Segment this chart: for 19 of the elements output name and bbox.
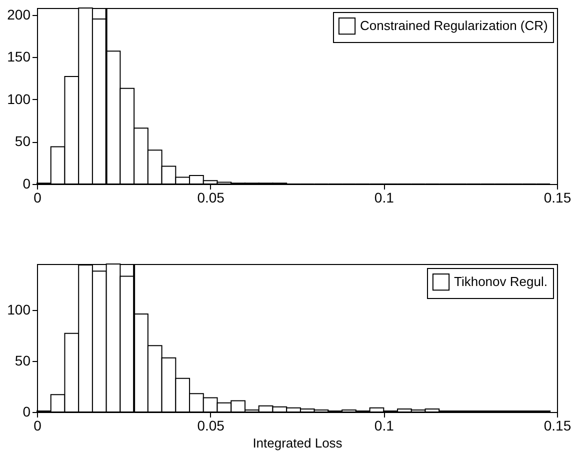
y-tick-label: 0: [22, 404, 31, 420]
x-tick-label: 0.15: [544, 190, 572, 206]
y-tick-label: 50: [14, 352, 31, 368]
y-tick-label: 0: [22, 176, 31, 192]
x-tick-label: 0.1: [374, 190, 394, 206]
x-axis-title: Integrated Loss: [252, 436, 343, 450]
y-tick-label: 150: [7, 48, 31, 65]
x-tick-label: 0: [34, 190, 42, 206]
y-tick-label: 100: [7, 301, 31, 318]
x-tick-label: 0.05: [197, 190, 225, 206]
x-tick-label: 0.05: [197, 418, 225, 434]
x-tick-label: 0: [34, 418, 42, 434]
y-tick-label: 100: [7, 90, 31, 107]
x-tick-label: 0.1: [374, 418, 394, 434]
legend-label: Tikhonov Regul.: [454, 274, 548, 289]
y-tick-label: 200: [7, 6, 31, 22]
y-tick-label: 50: [14, 133, 31, 150]
x-tick-label: 0.15: [544, 418, 572, 434]
legend-label: Constrained Regularization (CR): [360, 18, 548, 33]
